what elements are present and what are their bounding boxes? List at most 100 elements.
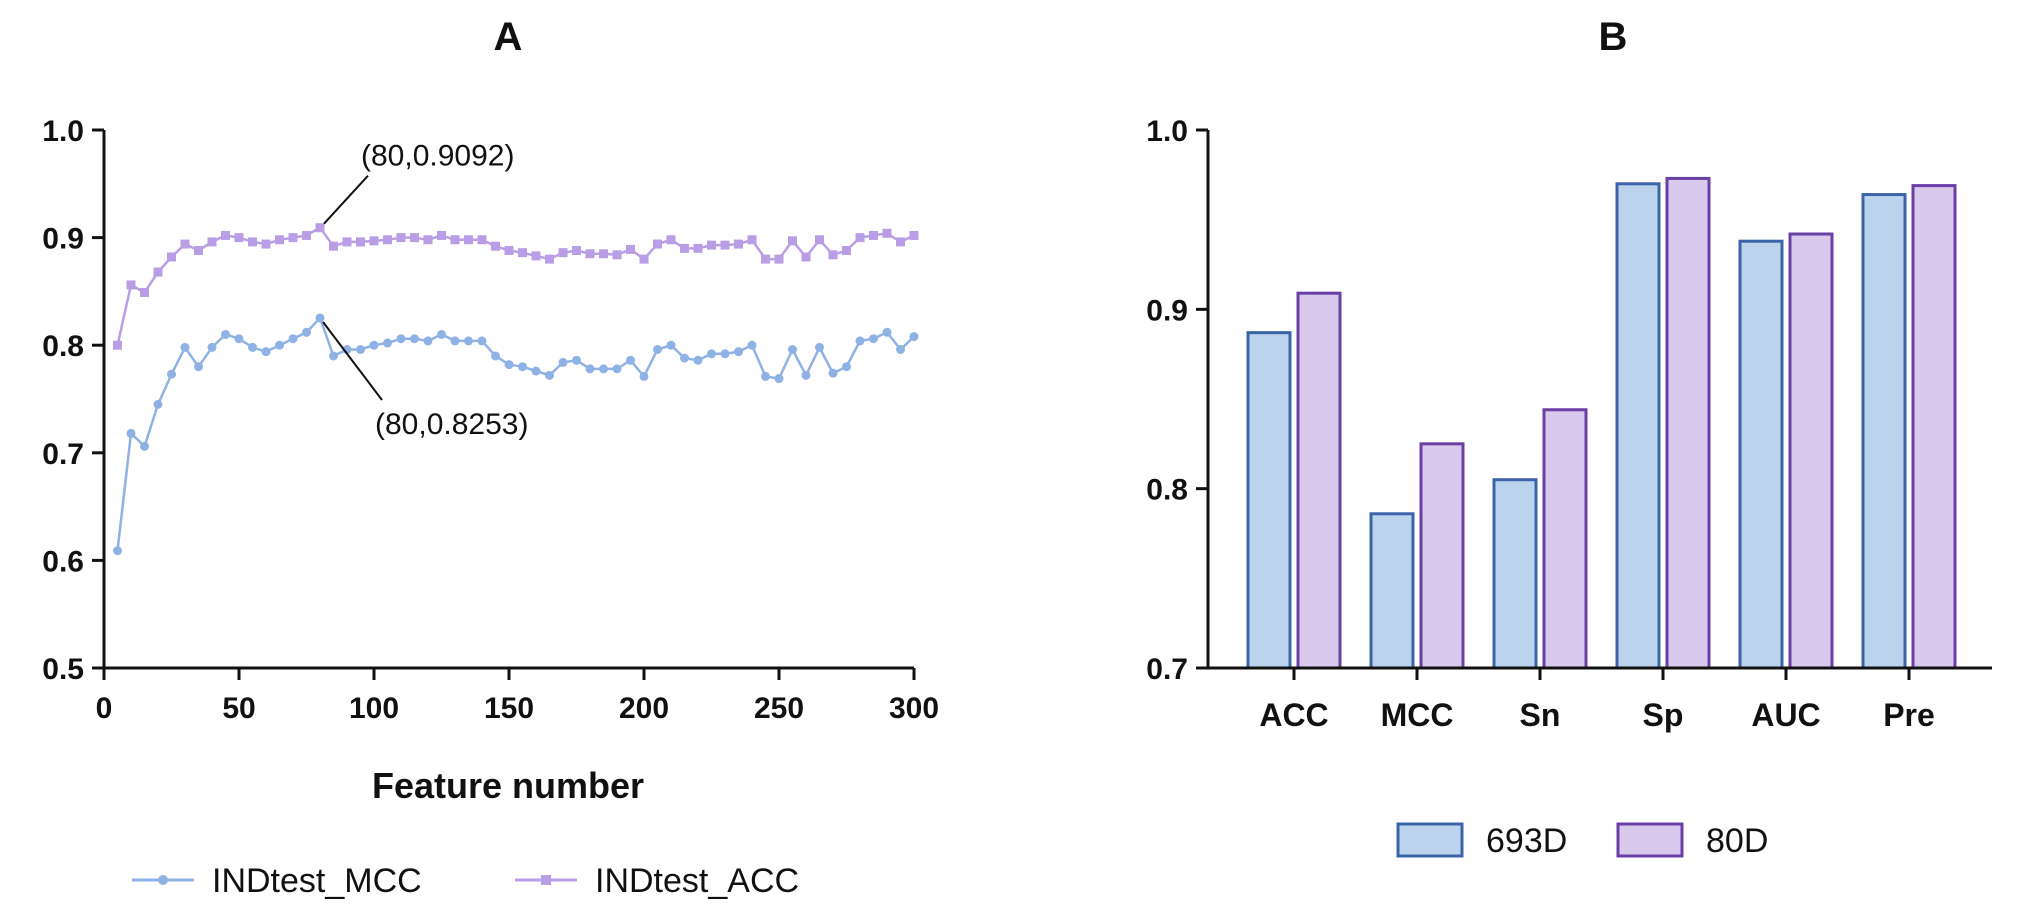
data-point-INDtest_ACC	[288, 233, 298, 243]
data-point-INDtest_MCC	[248, 342, 257, 352]
data-point-INDtest_ACC	[815, 235, 824, 245]
data-point-INDtest_ACC	[788, 236, 797, 246]
data-point-INDtest_MCC	[693, 355, 703, 365]
data-point-INDtest_ACC	[896, 237, 905, 247]
x-tick-label: 200	[619, 692, 669, 725]
data-point-INDtest_MCC	[356, 345, 365, 355]
data-point-INDtest_MCC	[491, 351, 500, 361]
data-point-INDtest_MCC	[153, 399, 163, 409]
data-point-INDtest_ACC	[599, 249, 608, 259]
data-point-INDtest_ACC	[572, 246, 581, 256]
data-point-INDtest_MCC	[194, 362, 203, 372]
data-point-INDtest_ACC	[882, 228, 892, 238]
bar-693D-MCC	[1369, 512, 1415, 670]
data-point-INDtest_ACC	[801, 252, 811, 262]
y-tick-label: 0.7	[42, 438, 84, 471]
data-point-INDtest_ACC	[909, 230, 919, 240]
data-point-INDtest_MCC	[261, 347, 271, 357]
data-point-INDtest_ACC	[180, 239, 190, 249]
data-point-INDtest_ACC	[612, 250, 622, 260]
data-point-INDtest_ACC	[113, 340, 122, 350]
data-point-INDtest_MCC	[423, 336, 433, 346]
data-point-INDtest_MCC	[855, 336, 865, 346]
bar-80D-AUC	[1788, 232, 1834, 670]
category-label: Sn	[1520, 697, 1561, 733]
x-tick-label: 100	[349, 692, 399, 725]
data-point-INDtest_MCC	[221, 329, 230, 339]
data-point-INDtest_ACC	[626, 244, 635, 254]
data-point-INDtest_MCC	[302, 327, 311, 337]
data-point-INDtest_MCC	[612, 364, 622, 374]
data-point-INDtest_MCC	[572, 355, 581, 365]
data-point-INDtest_ACC	[194, 246, 203, 256]
annotation-label: (80,0.8253)	[375, 408, 528, 441]
legend-swatch-80D	[1616, 822, 1684, 858]
category-label: ACC	[1259, 697, 1328, 733]
data-point-INDtest_MCC	[558, 357, 568, 367]
legend-label: 80D	[1706, 822, 1768, 860]
bar-80D-ACC	[1296, 291, 1342, 670]
y-tick-label: 0.8	[42, 330, 84, 363]
data-point-INDtest_ACC	[234, 233, 244, 243]
data-point-INDtest_ACC	[639, 254, 649, 264]
data-point-INDtest_ACC	[558, 248, 568, 258]
data-point-INDtest_MCC	[774, 374, 784, 384]
data-point-INDtest_ACC	[410, 233, 419, 243]
data-point-INDtest_ACC	[167, 252, 176, 262]
data-point-INDtest_ACC	[464, 235, 473, 245]
panel-a-label: A	[494, 15, 523, 59]
data-point-INDtest_MCC	[126, 428, 136, 438]
y-tick-label: 1.0	[1146, 115, 1188, 148]
panel-b-axes	[1206, 130, 1992, 670]
category-label: Sp	[1643, 697, 1684, 733]
bar-693D-ACC	[1246, 331, 1292, 670]
y-tick-label: 0.9	[42, 223, 84, 256]
data-point-INDtest_MCC	[734, 347, 743, 357]
data-point-INDtest_ACC	[491, 241, 500, 251]
data-point-INDtest_ACC	[383, 235, 392, 245]
data-point-INDtest_MCC	[788, 345, 797, 355]
data-point-INDtest_MCC	[599, 364, 608, 374]
legend-label: INDtest_MCC	[212, 862, 422, 900]
data-point-INDtest_MCC	[882, 327, 892, 337]
data-point-INDtest_MCC	[410, 334, 419, 344]
data-point-INDtest_ACC	[545, 254, 554, 264]
data-point-INDtest_MCC	[315, 313, 325, 323]
data-point-INDtest_ACC	[734, 239, 743, 249]
data-point-INDtest_MCC	[275, 340, 284, 350]
data-point-INDtest_ACC	[329, 241, 338, 251]
data-point-INDtest_MCC	[396, 334, 406, 344]
panel-a-axes	[102, 130, 914, 670]
data-point-INDtest_ACC	[774, 254, 784, 264]
legend-swatch-693D	[1396, 822, 1464, 858]
data-point-INDtest_MCC	[518, 362, 527, 372]
y-tick-label: 0.7	[1146, 653, 1188, 686]
panel-b-legend: 693D 80D	[1396, 822, 1768, 860]
data-point-INDtest_MCC	[639, 371, 649, 381]
data-point-INDtest_MCC	[437, 329, 446, 339]
bar-80D-Sn	[1542, 408, 1588, 670]
data-point-INDtest_ACC	[666, 235, 676, 245]
data-point-INDtest_MCC	[207, 342, 217, 352]
bar-80D-Sp	[1665, 176, 1711, 670]
data-point-INDtest_MCC	[369, 340, 379, 350]
data-point-INDtest_MCC	[626, 355, 635, 365]
panel-a-line-chart: A 0.50.60.70.80.91.0 0 50 100 150 200 250 300 …	[42, 15, 939, 900]
data-point-INDtest_ACC	[531, 251, 541, 261]
legend-label: INDtest_ACC	[595, 862, 799, 900]
annotation-label: (80,0.9092)	[361, 140, 514, 173]
data-point-INDtest_ACC	[693, 243, 703, 253]
x-tick-label: 0	[96, 692, 113, 725]
bar-693D-Pre	[1861, 193, 1907, 670]
data-point-INDtest_MCC	[113, 546, 122, 556]
data-point-INDtest_ACC	[369, 236, 379, 246]
data-point-INDtest_MCC	[707, 349, 716, 359]
data-point-INDtest_MCC	[801, 370, 811, 380]
data-point-INDtest_MCC	[720, 349, 730, 359]
data-point-INDtest_MCC	[450, 336, 460, 346]
data-point-INDtest_MCC	[464, 336, 473, 346]
data-point-INDtest_ACC	[518, 248, 527, 258]
data-point-INDtest_ACC	[221, 230, 230, 240]
data-point-INDtest_MCC	[383, 338, 392, 348]
